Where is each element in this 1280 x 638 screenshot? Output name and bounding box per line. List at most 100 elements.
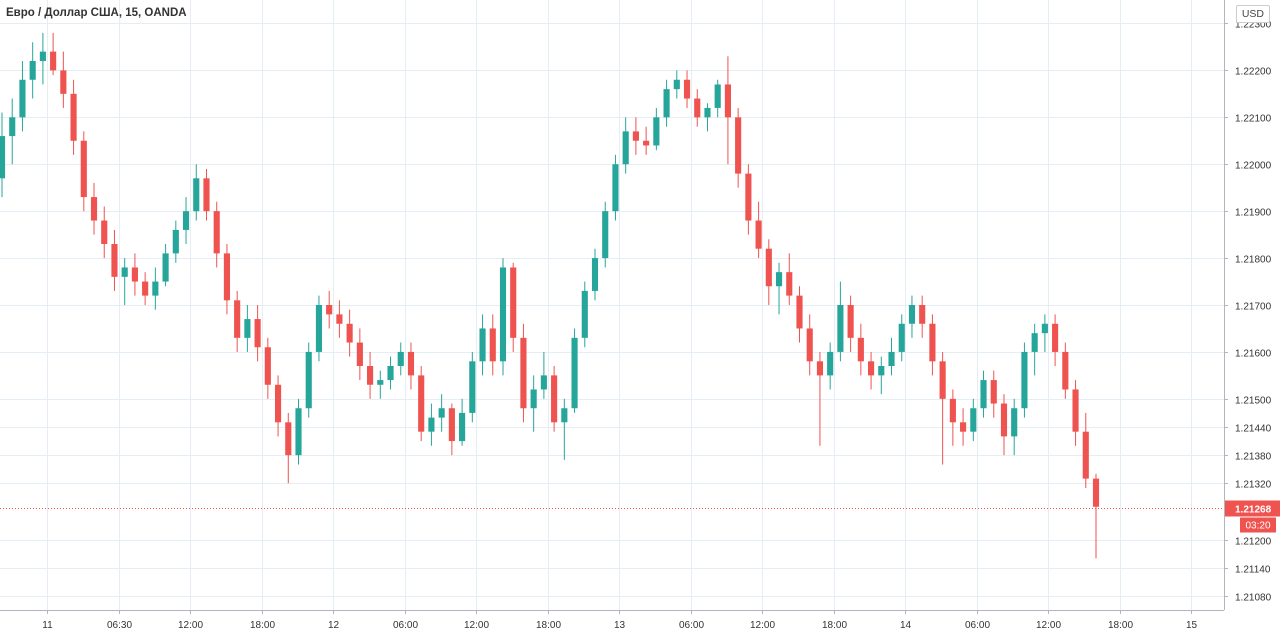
candle-body	[469, 361, 476, 413]
price-tick-label: 1.21380	[1235, 452, 1272, 463]
candle-body	[663, 89, 670, 118]
candle-body	[704, 107, 711, 118]
candle-body	[786, 272, 793, 296]
candle-body	[19, 79, 26, 118]
candle-body	[254, 319, 261, 348]
candle-body	[182, 211, 190, 230]
candle-body	[213, 211, 220, 254]
candle-body	[0, 136, 6, 179]
price-tick-label: 1.22300	[1235, 20, 1272, 31]
candle-body	[438, 408, 445, 418]
candle-body	[745, 173, 752, 221]
candle-body	[1092, 478, 1100, 507]
candle-body	[459, 412, 466, 442]
last-price-tag	[1225, 500, 1280, 517]
time-tick-label: 11	[42, 620, 53, 631]
candle-body	[356, 342, 363, 366]
candle-body	[162, 253, 169, 282]
candle-body	[193, 178, 200, 212]
candle-body	[510, 267, 517, 338]
candle-body	[1072, 389, 1079, 432]
price-tick-label: 1.21320	[1235, 480, 1272, 491]
candle-body	[418, 375, 425, 432]
candle-body	[837, 305, 844, 352]
time-tick-label: 12:00	[1036, 620, 1061, 631]
candle-body	[234, 300, 241, 338]
candle-body	[1021, 351, 1028, 409]
candle-body	[775, 272, 783, 287]
candle-body	[612, 164, 619, 212]
candle-body	[816, 361, 824, 376]
price-tick-label: 1.21140	[1235, 565, 1271, 576]
price-tick-label: 1.21080	[1235, 593, 1272, 604]
time-tick-label: 12:00	[464, 620, 489, 631]
candle-body	[131, 267, 138, 282]
candle-body	[315, 305, 323, 352]
candle-body	[1062, 351, 1069, 390]
time-tick-label: 12:00	[750, 620, 775, 631]
candle-body	[806, 328, 813, 362]
candle-body	[735, 117, 742, 174]
time-tick-label: 15	[1186, 620, 1198, 631]
time-tick-label: 14	[900, 620, 912, 631]
time-tick-label: 06:00	[965, 620, 990, 631]
candle-body	[60, 70, 67, 94]
currency-button[interactable]: USD	[1235, 5, 1270, 23]
candle-body	[632, 131, 639, 141]
candle-body	[980, 380, 987, 409]
candle-body	[1052, 323, 1059, 352]
candle-body	[694, 98, 701, 118]
candle-body	[949, 398, 956, 423]
candle-body	[397, 351, 404, 366]
candle-body	[1041, 323, 1048, 334]
candle-body	[367, 366, 374, 385]
candle-body	[223, 253, 231, 301]
candle-body	[1000, 403, 1008, 437]
candle-body	[244, 319, 251, 338]
price-tick-label: 1.21600	[1235, 349, 1272, 360]
candle-body	[683, 79, 691, 99]
time-tick-label: 06:00	[393, 620, 418, 631]
candle-body	[878, 366, 885, 376]
candle-body	[203, 178, 210, 212]
price-axis[interactable]: 1.21080 1.21140 1.21200 1.21320 1.21380 1.214…	[1224, 0, 1280, 633]
candle-body	[643, 140, 650, 146]
candle-body	[9, 117, 16, 137]
price-tick-label: 1.21500	[1235, 396, 1272, 407]
candle-body	[428, 417, 435, 432]
candle-body	[448, 408, 455, 442]
candle-body	[929, 323, 936, 362]
candle-body	[264, 347, 271, 385]
candle-body	[489, 328, 496, 362]
time-axis[interactable]: 11 06:30 12:00 18:00 12 06:00 12:00 18:00 13 06:0…	[0, 610, 1224, 631]
candle-body	[857, 337, 864, 362]
candle-body	[990, 380, 997, 404]
price-tick-label: 1.21200	[1235, 537, 1272, 548]
price-tick-label: 1.22000	[1235, 161, 1272, 172]
candle-body	[121, 267, 128, 277]
grid	[0, 0, 1224, 610]
candle-body	[530, 389, 537, 409]
candle-body	[295, 408, 302, 456]
candle-body	[479, 328, 486, 362]
time-tick-label: 12	[328, 620, 340, 631]
time-tick-label: 13	[614, 620, 626, 631]
candle-body	[765, 248, 772, 287]
candle-body	[336, 314, 343, 324]
candle-body	[908, 305, 916, 324]
price-tick-label: 1.21900	[1235, 208, 1272, 219]
candle-body	[847, 305, 854, 338]
candle-body	[70, 93, 77, 141]
candle-body	[561, 408, 568, 423]
candle-body	[142, 281, 149, 296]
price-tick-label: 1.21800	[1235, 255, 1272, 266]
candle-body	[152, 281, 159, 296]
candle-body	[622, 131, 629, 165]
candle-body	[285, 422, 292, 456]
candle-body	[326, 305, 333, 315]
candle-body	[970, 408, 977, 432]
time-tick-label: 18:00	[822, 620, 847, 631]
candle-body	[101, 220, 108, 244]
